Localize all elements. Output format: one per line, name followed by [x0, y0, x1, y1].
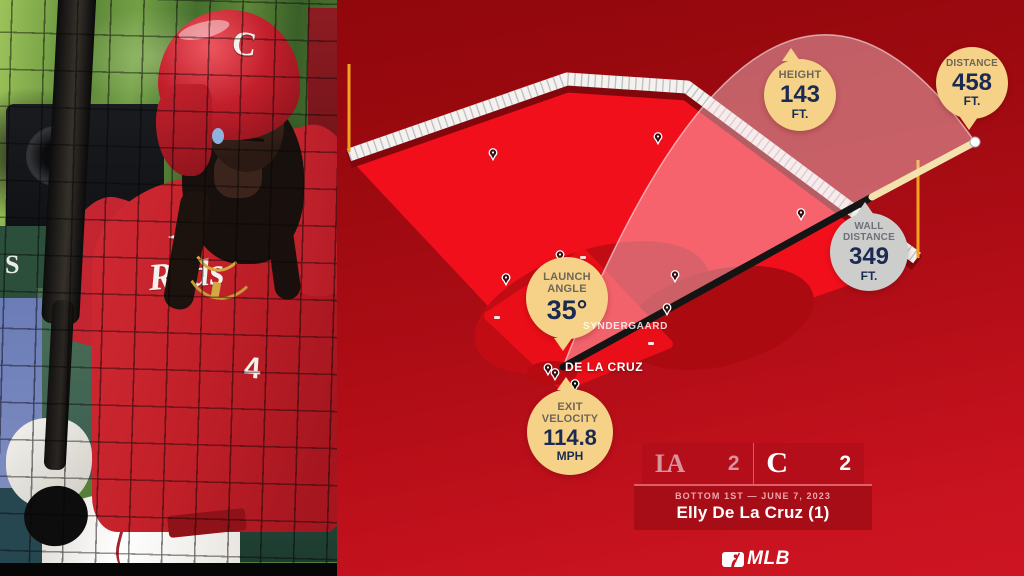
flight-arc-fan [563, 34, 975, 367]
outfield-wall [346, 72, 921, 264]
fielder-pin [653, 132, 663, 146]
exit-velocity-unit: MPH [556, 448, 584, 463]
launch-angle-bubble: LAUNCH ANGLE 35° [526, 257, 608, 351]
second-base [580, 256, 586, 259]
exit-label-line1: EXIT [557, 401, 583, 414]
wall-label-line1: WALL [854, 221, 884, 233]
wall-distance-unit: FT. [860, 268, 878, 283]
pitcher-name-label: SYNDERGAARD [583, 321, 668, 332]
sign-letter: S [5, 250, 19, 280]
bubble-pointer [782, 48, 800, 61]
home-run-player: Elly De La Cruz (1) [676, 503, 830, 522]
distance-bubble: DISTANCE 458 FT. [936, 47, 1008, 130]
field-diagram [346, 34, 981, 393]
flight-arc-edge [562, 34, 976, 368]
hit-line-infield [559, 193, 876, 371]
fielder-pin [501, 273, 511, 287]
wall-distance-bubble: WALL DISTANCE 349 FT. [830, 202, 908, 291]
protective-netting [0, 0, 337, 576]
bubble-pointer [557, 377, 575, 390]
distance-value: 458 [951, 68, 993, 96]
batter-name-label: DE LA CRUZ [565, 360, 644, 374]
game-status: BOTTOM 1ST — JUNE 7, 2023 [675, 491, 831, 501]
distance-unit: FT. [963, 94, 981, 108]
bubble-pointer [554, 338, 572, 351]
bubble-pointer [856, 202, 874, 215]
bubble-pointer [960, 117, 978, 130]
mlb-logo-text: MLB [747, 548, 790, 569]
earpiece [212, 128, 224, 144]
helmet-earflap [156, 84, 212, 176]
wall-distance-value: 349 [848, 243, 890, 271]
mlb-logo-icon [722, 551, 745, 567]
scoreboard-divider [634, 484, 872, 486]
hit-line-beyond-wall [868, 138, 979, 201]
launch-label-line2: ANGLE [547, 283, 587, 296]
height-value: 143 [779, 81, 821, 109]
fielder-pin [555, 250, 565, 264]
height-bubble: HEIGHT 143 FT. [764, 48, 836, 131]
fielder-pin [796, 208, 806, 222]
batter-pin [550, 368, 560, 382]
away-team-section: LA 2 [642, 443, 754, 484]
height-unit: FT. [791, 106, 809, 121]
fielder-pin [662, 303, 672, 317]
score-row: LA 2 C 2 [642, 443, 864, 484]
fielder-pin [488, 148, 498, 162]
home-team-section: C 2 [754, 443, 865, 484]
fielder-pins [488, 132, 806, 393]
scoreboard: LA 2 C 2 BOTTOM 1ST — JUNE 7, 2023 Elly … [634, 443, 872, 530]
bottom-black-strip [0, 563, 337, 576]
launch-angle-label: LAUNCH ANGLE [543, 271, 591, 295]
mlb-footer: MLB [711, 546, 801, 572]
fielder-pin [670, 270, 680, 284]
player-photo: S CO Reds 4 C [0, 0, 337, 576]
home-run-graphic-panel: HEIGHT 143 FT. DISTANCE 458 FT. WALL DIS… [337, 0, 1024, 576]
reds-logo: C [765, 447, 788, 479]
launch-angle-value: 35° [546, 295, 588, 326]
away-score: 2 [727, 451, 740, 475]
wall-label-line2: DISTANCE [843, 232, 895, 244]
exit-velocity-value: 114.8 [543, 425, 597, 451]
launch-label-line1: LAUNCH [543, 271, 591, 284]
distance-label: DISTANCE [946, 57, 998, 69]
exit-velocity-label: EXIT VELOCITY [542, 401, 599, 425]
landing-ball [969, 136, 981, 148]
home-score: 2 [839, 451, 851, 475]
first-base [648, 342, 654, 345]
exit-velocity-bubble: EXIT VELOCITY 114.8 MPH [527, 377, 613, 475]
third-base [494, 316, 500, 319]
batter-pin [543, 363, 553, 377]
height-label: HEIGHT [778, 69, 822, 82]
dodgers-logo: LA [655, 448, 685, 478]
wall-distance-label: WALL DISTANCE [843, 221, 895, 243]
exit-label-line2: VELOCITY [541, 413, 599, 426]
scoreboard-info: BOTTOM 1ST — JUNE 7, 2023 Elly De La Cru… [634, 486, 872, 530]
